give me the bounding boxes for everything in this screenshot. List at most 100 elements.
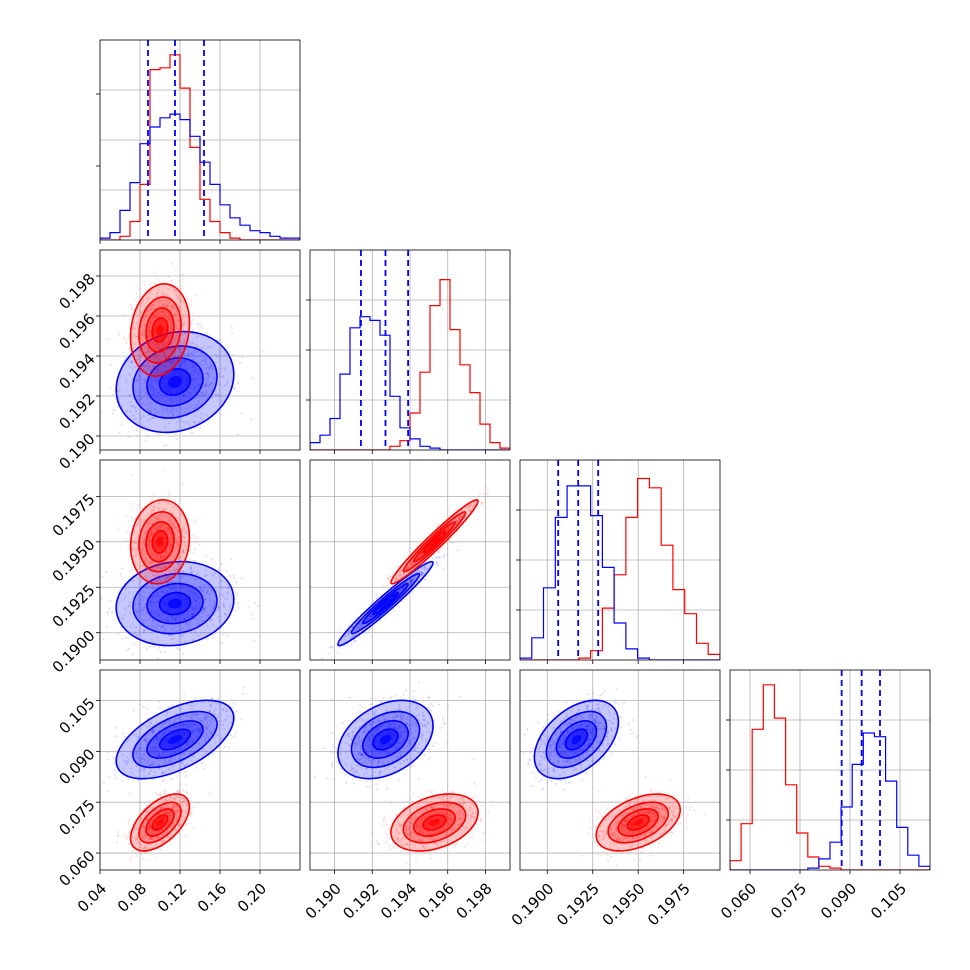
sample-point — [205, 413, 208, 416]
sample-point — [172, 797, 175, 800]
sample-point — [166, 616, 170, 619]
sample-point — [217, 607, 220, 610]
sample-point — [161, 368, 164, 371]
sample-point — [194, 712, 198, 716]
sample-point — [142, 302, 145, 305]
sample-point — [165, 294, 168, 297]
sample-point — [147, 350, 150, 353]
sample-point — [406, 567, 409, 570]
sample-point — [177, 624, 180, 627]
sample-point — [235, 581, 238, 584]
sample-point — [205, 736, 208, 739]
sample-point — [221, 594, 224, 597]
sample-point — [182, 393, 185, 396]
sample-point — [156, 391, 159, 394]
sample-point — [455, 519, 459, 522]
sample-point — [199, 588, 203, 592]
sample-point — [243, 685, 246, 689]
sample-point — [182, 321, 185, 324]
sample-point — [161, 525, 164, 528]
sample-point — [240, 577, 243, 580]
sample-point — [167, 528, 171, 531]
sample-point — [400, 569, 403, 572]
sample-point — [149, 351, 152, 354]
sample-point — [437, 555, 441, 558]
sample-point — [157, 812, 160, 816]
sample-point — [149, 617, 152, 620]
sample-point — [150, 322, 153, 325]
sample-point — [142, 415, 145, 418]
sample-point — [369, 615, 372, 618]
sample-point — [107, 613, 110, 616]
sample-point — [174, 720, 177, 723]
sample-point — [448, 539, 451, 542]
sample-point — [210, 589, 213, 592]
sample-point — [188, 558, 191, 561]
sample-point — [154, 388, 157, 391]
sample-point — [143, 325, 146, 328]
sample-point — [132, 539, 135, 542]
sample-point — [166, 620, 169, 623]
sample-point — [157, 411, 160, 414]
sample-point — [176, 790, 179, 793]
sample-point — [145, 370, 148, 373]
sample-point — [172, 410, 175, 413]
sample-point — [147, 330, 150, 333]
sample-point — [182, 652, 185, 655]
sample-point — [165, 525, 169, 528]
sample-point — [113, 773, 116, 776]
sample-point — [191, 730, 194, 733]
sample-point — [435, 526, 438, 529]
sample-point — [151, 520, 154, 523]
sample-point — [403, 573, 406, 576]
sample-point — [180, 359, 183, 362]
sample-point — [142, 619, 145, 622]
sample-point — [135, 350, 138, 353]
sample-point — [128, 554, 131, 557]
sample-point — [159, 554, 162, 557]
sample-point — [176, 549, 179, 552]
sample-point — [140, 518, 144, 521]
sample-point — [144, 531, 147, 535]
sample-point — [182, 363, 185, 366]
sample-point — [174, 803, 178, 807]
sample-point — [172, 804, 175, 807]
sample-point — [170, 322, 173, 325]
sample-point — [180, 761, 183, 764]
sample-point — [167, 729, 171, 733]
sample-point — [162, 346, 165, 349]
sample-point — [189, 620, 192, 623]
sample-point — [162, 624, 165, 628]
sample-point — [154, 748, 157, 751]
sample-point — [122, 618, 125, 621]
sample-point — [134, 541, 137, 545]
sample-point — [150, 533, 154, 536]
sample-point — [141, 548, 144, 551]
sample-point — [159, 806, 162, 809]
sample-point — [173, 527, 176, 530]
sample-point — [171, 523, 175, 526]
sample-point — [169, 410, 173, 414]
sample-point — [191, 366, 194, 369]
sample-point — [154, 771, 157, 774]
sample-point — [130, 305, 133, 308]
sample-point — [124, 588, 127, 591]
sample-point — [176, 809, 179, 812]
sample-point — [204, 606, 207, 609]
sample-point — [152, 365, 155, 368]
sample-point — [151, 621, 154, 624]
sample-point — [161, 780, 164, 783]
sample-point — [155, 377, 158, 380]
sample-point — [169, 587, 172, 590]
sample-point — [136, 285, 139, 288]
sample-point — [187, 627, 190, 630]
sample-point — [160, 369, 163, 372]
sample-point — [162, 312, 165, 315]
sample-point — [145, 810, 148, 814]
sample-point — [190, 729, 193, 733]
sample-point — [369, 615, 372, 618]
sample-point — [186, 623, 189, 626]
sample-point — [150, 496, 153, 499]
sample-point — [172, 505, 175, 508]
sample-point — [199, 587, 202, 590]
